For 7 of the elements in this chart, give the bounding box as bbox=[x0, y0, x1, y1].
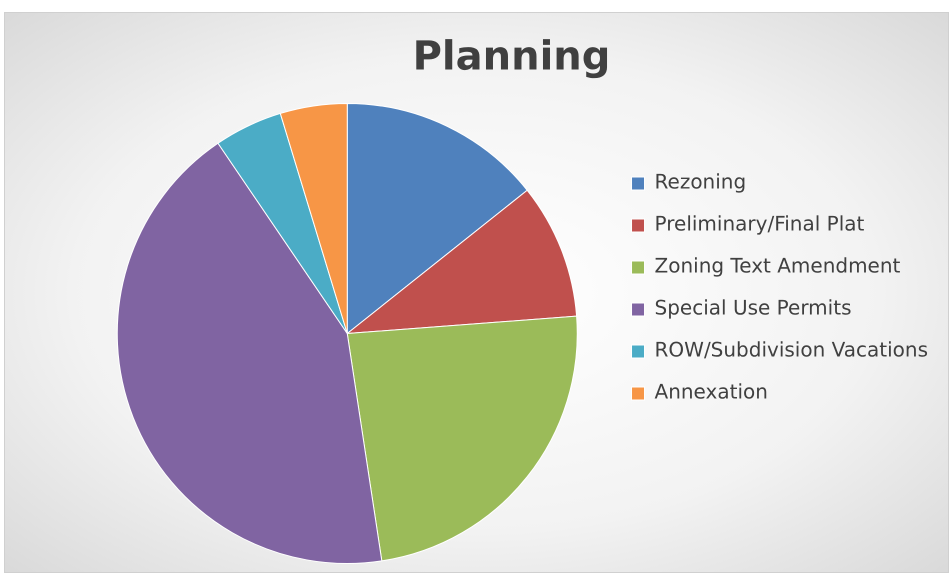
legend-label: Rezoning bbox=[654, 170, 746, 194]
legend-label: ROW/Subdivision Vacations bbox=[654, 338, 928, 362]
chart-title: Planning bbox=[412, 33, 610, 80]
legend-label: Zoning Text Amendment bbox=[654, 254, 901, 278]
legend-label: Preliminary/Final Plat bbox=[654, 212, 865, 236]
legend-label: Annexation bbox=[654, 380, 768, 404]
legend-label: Special Use Permits bbox=[654, 296, 852, 320]
